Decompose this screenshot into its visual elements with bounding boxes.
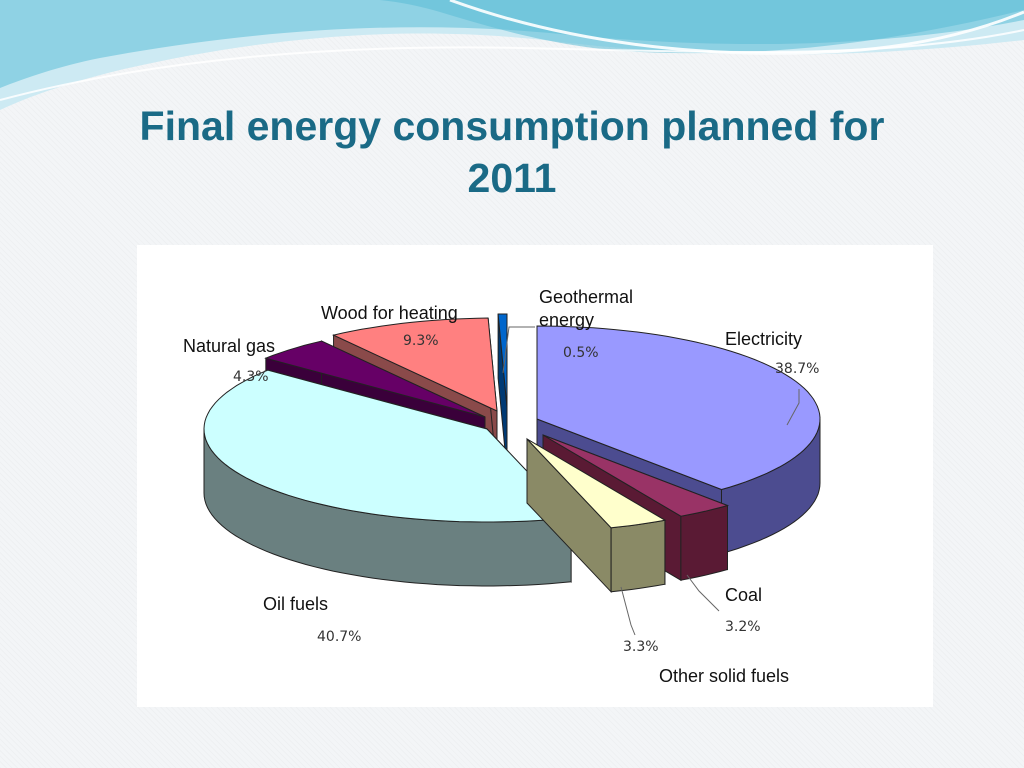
slice-coal-top: [542, 434, 730, 517]
slice-natural-gas-top: [264, 340, 486, 418]
title-line-1: Final energy consumption planned for: [139, 103, 885, 149]
slice-coal-side: [680, 504, 728, 581]
slice-other-solid-fuels-top: [526, 438, 667, 529]
header-banner-decoration: [0, 0, 1024, 110]
slice-name-coal: Coal: [725, 585, 762, 605]
slice-name-geothermal-energy: Geothermal energy: [539, 287, 633, 330]
slice-oil-fuels: [203, 369, 573, 587]
slice-value-wood-for-heating: 9.3%: [403, 333, 439, 349]
slice-name-natural-gas: Natural gas: [183, 336, 275, 356]
pie-chart: Electricity 38.7% Coal 3.2% Other solid fuel…: [183, 287, 821, 686]
slice-value-electricity: 38.7%: [775, 361, 819, 377]
leader-line-coal: [686, 574, 720, 612]
slice-value-coal: 3.2%: [725, 619, 761, 635]
slide-title: Final energy consumption planned for 201…: [60, 100, 964, 204]
slice-name-other-solid-fuels: Other solid fuels: [659, 666, 789, 686]
slice-name-wood-for-heating: Wood for heating: [321, 303, 458, 323]
leader-line-other-solid-fuels: [620, 586, 636, 636]
slice-value-geothermal-energy: 0.5%: [563, 345, 599, 361]
slice-electricity-top: [536, 325, 821, 491]
title-line-2: 2011: [467, 155, 557, 201]
slice-value-oil-fuels: 40.7%: [317, 629, 361, 645]
leader-line-geothermal-energy: [502, 326, 535, 374]
chart-panel: Electricity 38.7% Coal 3.2% Other solid fuel…: [137, 245, 933, 707]
slice-oil-fuels-top: [203, 369, 573, 523]
slice-other-solid-fuels: [526, 437, 667, 594]
slice-other-solid-fuels-side: [610, 519, 666, 593]
slice-wood-for-heating-top: [331, 317, 498, 412]
slice-value-natural-gas: 4.3%: [233, 369, 269, 385]
slice-name-electricity: Electricity: [725, 329, 802, 349]
slice-value-other-solid-fuels: 3.3%: [623, 639, 659, 655]
slice-geothermal-energy-top: [497, 313, 508, 408]
slice-name-oil-fuels: Oil fuels: [263, 594, 328, 614]
leader-line-electricity: [786, 389, 800, 426]
